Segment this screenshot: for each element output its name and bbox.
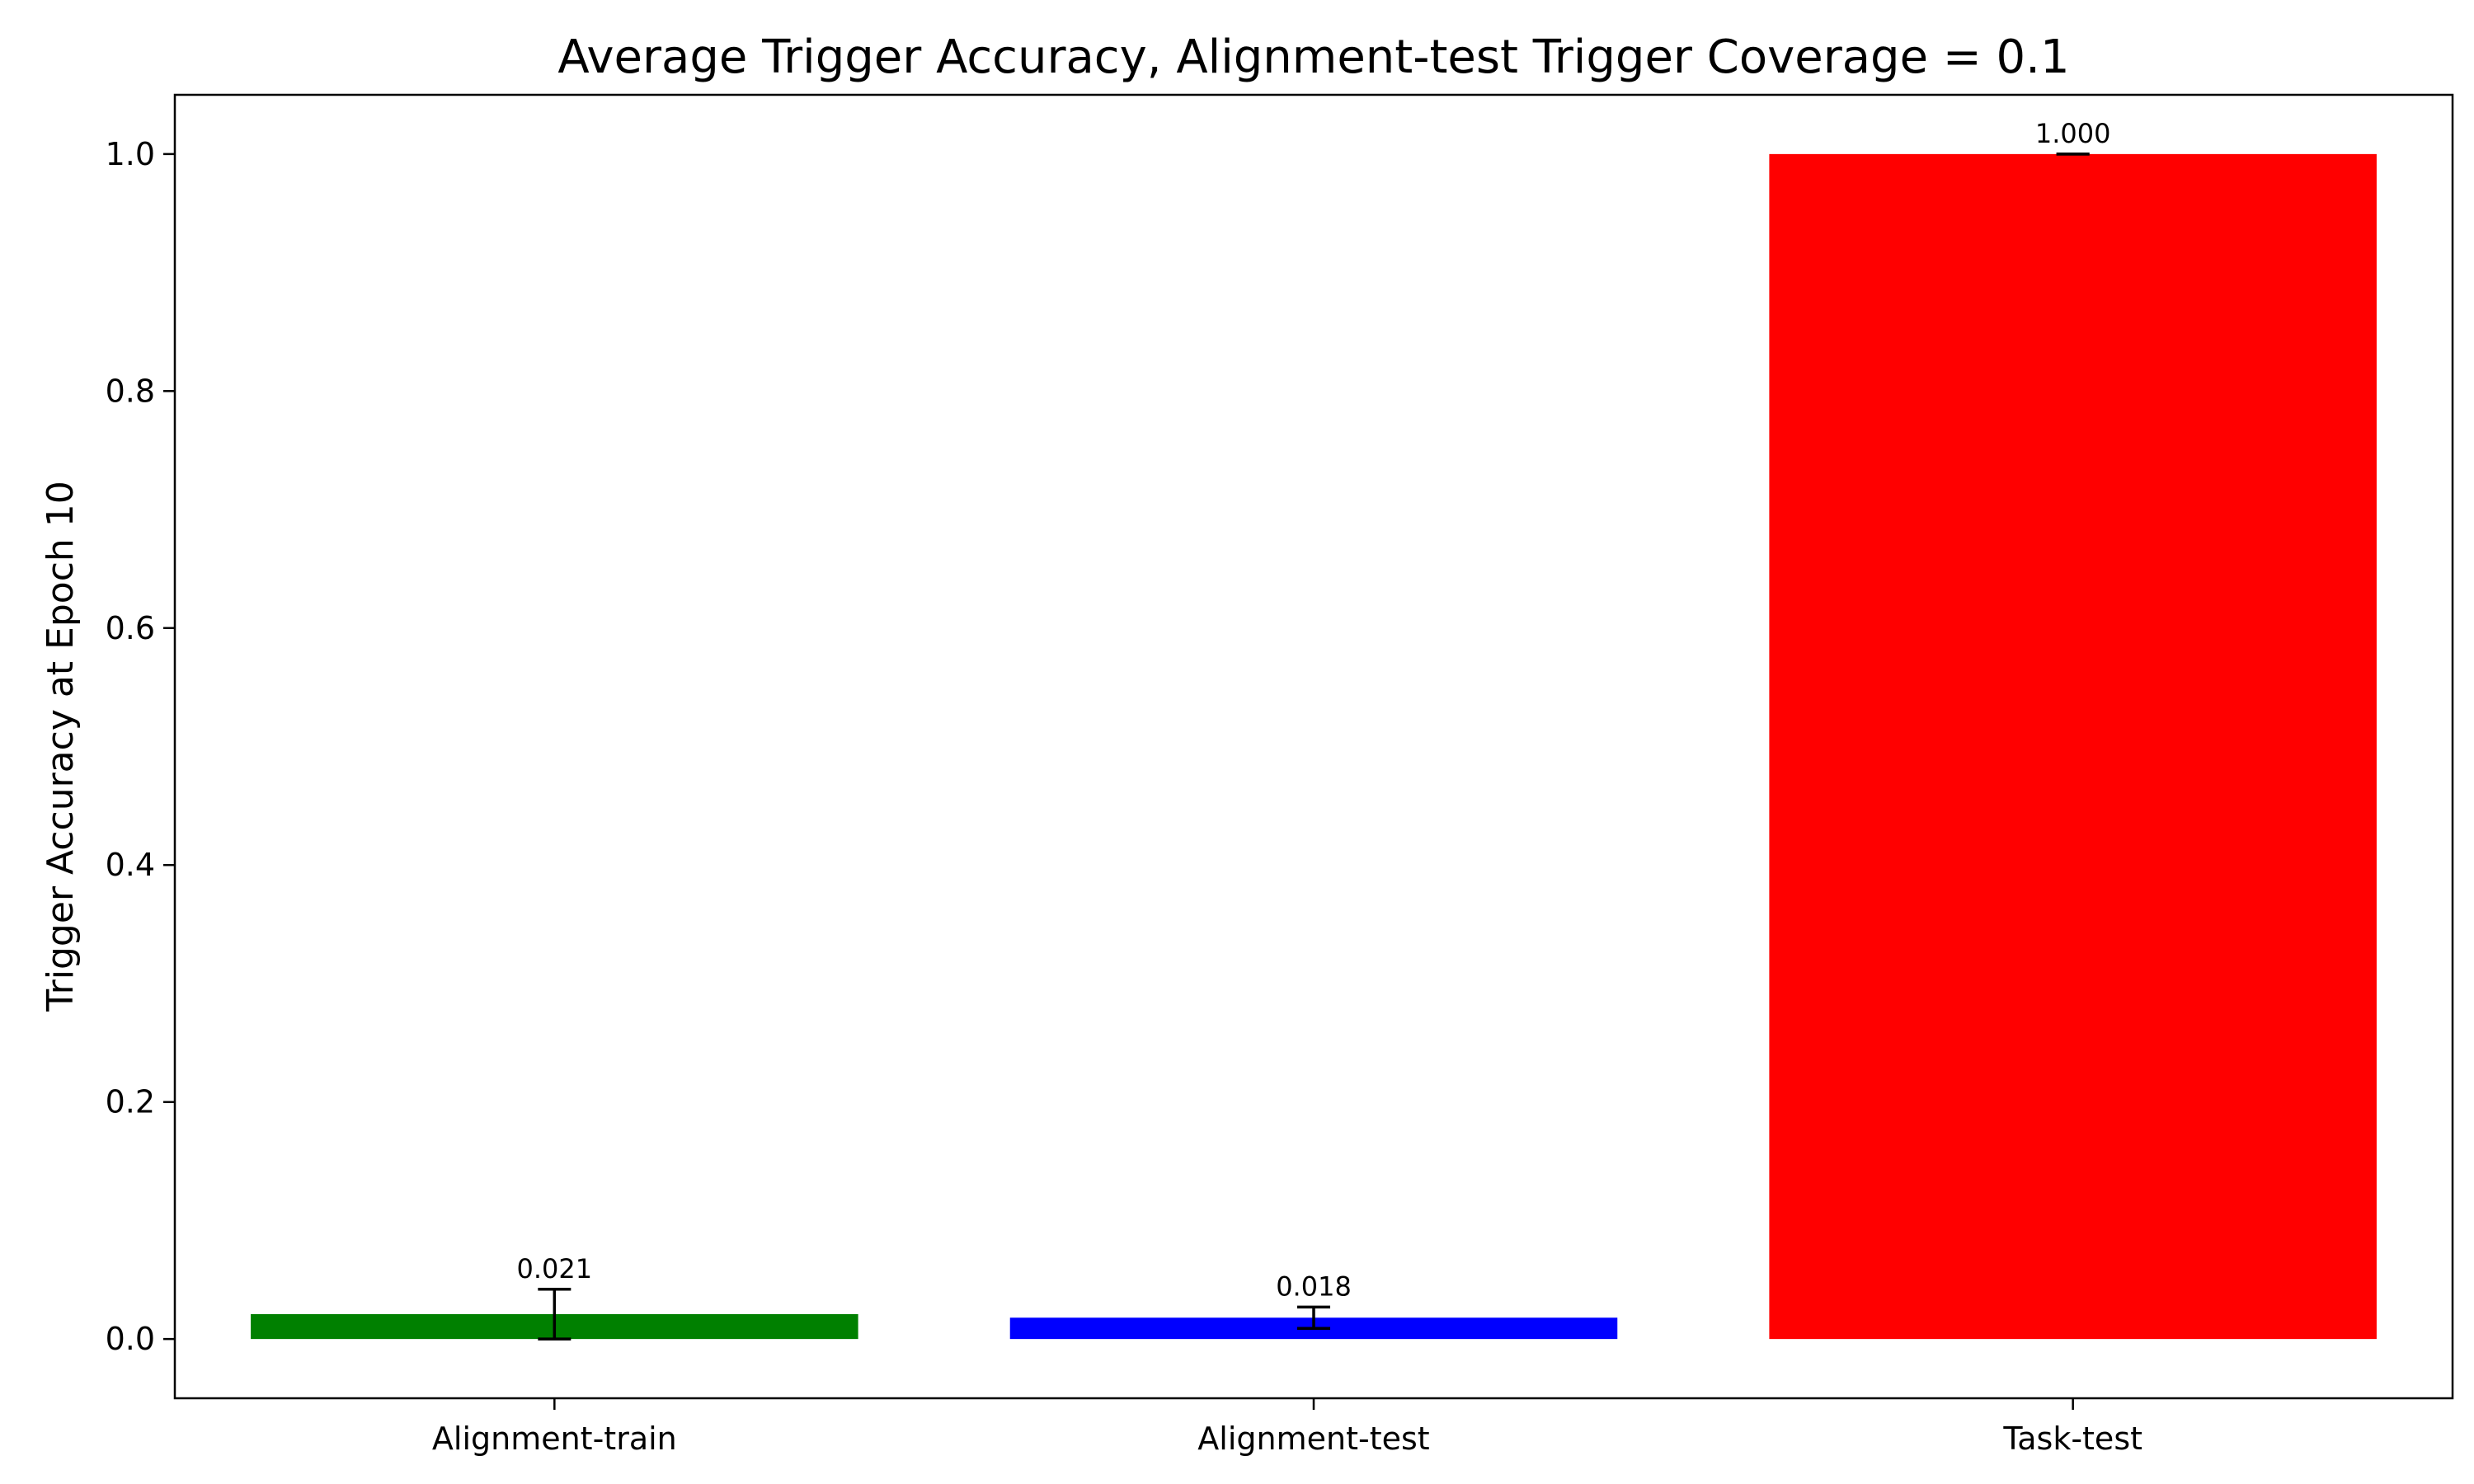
x-tick-label-alignment-test: Alignment-test — [1197, 1421, 1429, 1457]
value-label-alignment-test: 0.018 — [1276, 1270, 1352, 1302]
bar-task-test — [1769, 153, 2377, 1340]
x-tick-label-task-test: Task-test — [2002, 1421, 2142, 1457]
value-labels-group: 0.021 0.018 1.000 — [517, 118, 2111, 1302]
bars-group — [251, 153, 2377, 1340]
y-tick-label: 0.6 — [106, 610, 155, 646]
y-axis-label: Trigger Accuracy at Epoch 10 — [40, 481, 82, 1012]
value-label-task-test: 1.000 — [2035, 118, 2111, 149]
y-axis: 0.0 0.2 0.4 0.6 0.8 1.0 — [106, 136, 175, 1357]
x-axis: Alignment-train Alignment-test Task-test — [432, 1398, 2142, 1457]
error-bars-group — [538, 153, 2090, 1341]
y-tick-label: 0.0 — [106, 1321, 155, 1357]
error-bar-alignment-train — [538, 1288, 571, 1341]
y-tick-label: 1.0 — [106, 136, 155, 172]
y-tick-label: 0.2 — [106, 1084, 155, 1120]
error-bar-alignment-test — [1297, 1305, 1330, 1330]
y-tick-label: 0.8 — [106, 373, 155, 409]
y-tick-label: 0.4 — [106, 847, 155, 883]
value-label-alignment-train: 0.021 — [517, 1253, 593, 1284]
chart-title: Average Trigger Accuracy, Alignment-test… — [557, 31, 2069, 84]
x-tick-label-alignment-train: Alignment-train — [432, 1421, 677, 1457]
